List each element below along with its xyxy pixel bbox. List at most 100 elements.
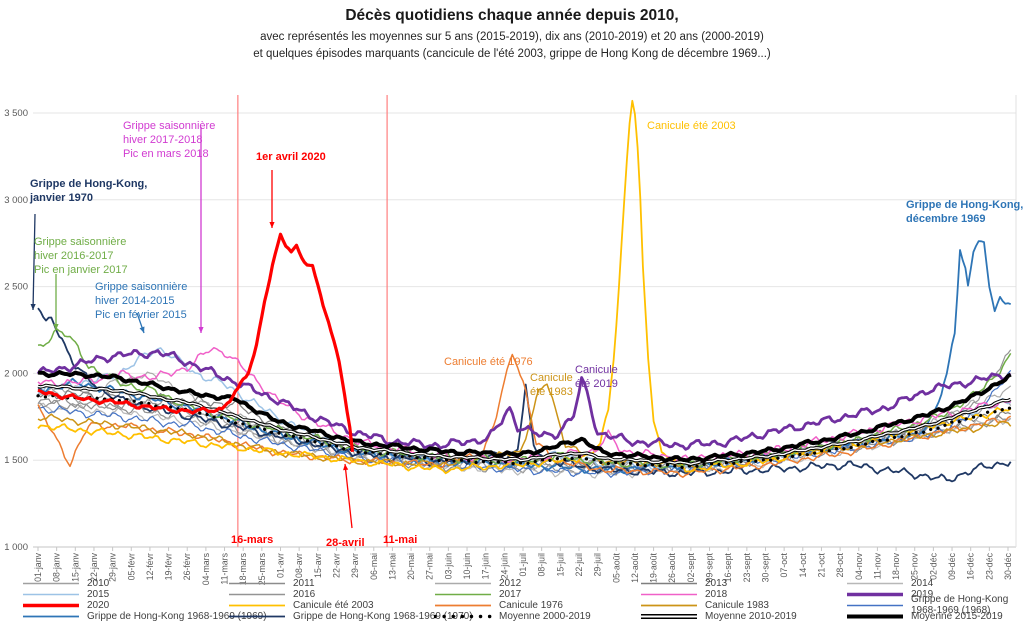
legend-swatch (229, 615, 285, 617)
legend-swatch (641, 604, 697, 606)
x-tick-label: 29-janv (108, 552, 118, 581)
legend-item-2017: 2017 (434, 588, 522, 600)
legend-item-2014: 2014 (846, 577, 934, 589)
legend-label: 2012 (499, 577, 522, 589)
x-tick-label: 08-avr (294, 553, 304, 578)
legend-item-moyenne-2000-2019: Moyenne 2000-2019 (434, 610, 591, 622)
annotation-hk-decembre-1969: Grippe de Hong-Kong, décembre 1969 (906, 199, 1024, 226)
x-tick-label: 04-nov (854, 552, 864, 579)
legend-item-2012: 2012 (434, 577, 522, 589)
legend-swatch (847, 604, 903, 606)
annotation-date-28-avril: 28-avril (326, 537, 365, 549)
legend-label: 2013 (705, 577, 728, 589)
annotation-canicule-ete-1976: Canicule été 1976 (444, 356, 533, 368)
legend-label: Grippe de Hong-Kong 1968-1969 (1970) (293, 610, 473, 622)
series-line-2019 (36, 349, 1012, 451)
series-line-2020 (37, 232, 355, 452)
legend-item-2010: 2010 (22, 578, 109, 589)
annotation-premier-avril-2020: 1er avril 2020 (256, 151, 326, 163)
chart-subtitle-2: et quelques épisodes marquants (cancicul… (253, 48, 771, 60)
legend-swatch (641, 582, 697, 584)
legend-item-2018: 2018 (640, 588, 728, 600)
y-tick-label: 3 000 (4, 195, 28, 206)
series-line-canicule-1983 (37, 383, 1012, 468)
x-tick-label: 30-sept (761, 552, 771, 582)
legend-swatch (23, 615, 79, 617)
legend-swatch (847, 592, 903, 596)
x-tick-label: 19-févr (164, 553, 174, 580)
chart-title: Décès quotidiens chaque année depuis 201… (345, 7, 679, 24)
annotation-flu-2017-2018: Grippe saisonnière hiver 2017-2018 Pic en … (123, 120, 216, 161)
legend-label: Canicule 1983 (705, 599, 769, 611)
annotation-date-11-mai: 11-mai (383, 534, 418, 546)
legend-swatch (229, 604, 285, 606)
x-tick-label: 09-sept (705, 552, 715, 582)
annotation-canicule-ete-2019: Canicule été 2019 (575, 364, 618, 391)
legend-label: Canicule 1976 (499, 599, 563, 611)
y-tick-label: 2 000 (4, 368, 28, 379)
x-tick-label: 29-avr (350, 553, 360, 578)
x-tick-label: 22-avr (331, 553, 341, 578)
annotation-arrowhead-flu-2014-2015 (139, 326, 145, 333)
legend-item-2013: 2013 (640, 577, 728, 589)
annotation-flu-2014-2015: Grippe saisonnière hiver 2014-2015 Pic en … (95, 281, 188, 322)
annotation-arrow-hk-1970 (32, 213, 36, 311)
legend-label: 2014 (911, 577, 934, 589)
x-tick-label: 18-nov (891, 552, 901, 579)
annotation-arrowhead-hk-1970 (30, 303, 36, 310)
y-tick-label: 1 500 (4, 455, 28, 466)
legend-label: Grippe de Hong-Kong 1968-1969 (1968) (911, 594, 1009, 616)
legend-label: 2011 (293, 577, 315, 589)
legend-item-grippe-de-hong-kong-1968-1969-1968-: Grippe de Hong-Kong 1968-1969 (1968) (846, 594, 1024, 616)
legend-item-moyenne-2015-2019: Moyenne 2015-2019 (846, 611, 1003, 622)
x-tick-label: 30-déc (1003, 552, 1013, 579)
legend-label: 2017 (499, 588, 522, 600)
legend-item-canicule-t-2003: Canicule été 2003 (228, 600, 374, 611)
legend-swatch (435, 593, 491, 595)
x-tick-label: 16-déc (966, 552, 976, 579)
legend-swatch (435, 604, 491, 606)
x-tick-label: 05-août (611, 552, 621, 582)
annotation-hk-1970: Grippe de Hong-Kong, janvier 1970 (30, 178, 148, 205)
x-tick-label: 08-janv (52, 552, 62, 581)
x-tick-label: 20-mai (406, 553, 416, 580)
legend-swatch (23, 582, 79, 584)
x-tick-label: 22-juil (574, 553, 584, 577)
legend-label: Moyenne 2010-2019 (705, 610, 797, 622)
y-tick-label: 2 500 (4, 282, 28, 293)
legend-item-grippe-de-hong-kong-1968-1969-1970-: Grippe de Hong-Kong 1968-1969 (1970) (228, 610, 473, 622)
x-tick-label: 15-avr (313, 553, 323, 578)
x-tick-label: 23-sept (742, 552, 752, 582)
annotation-date-16-mars: 16-mars (231, 534, 274, 546)
legend-label: Moyenne 2000-2019 (499, 610, 591, 622)
legend-swatch (229, 582, 285, 584)
annotation-flu-2016-2017: Grippe saisonnière hiver 2016-2017 Pic en … (34, 236, 128, 277)
legend-label: 2018 (705, 588, 728, 600)
x-tick-label: 12-août (630, 552, 640, 582)
annotation-arrowhead-flu-2016-2017 (53, 324, 59, 330)
legend-swatch (435, 582, 491, 584)
legend-label: 2020 (87, 599, 110, 611)
x-tick-label: 10-juin (462, 553, 472, 580)
x-tick-label: 02-sept (686, 552, 696, 582)
x-tick-label: 01-avr (276, 553, 286, 578)
annotation-arrowhead-premier-avril-2020 (269, 222, 275, 228)
x-tick-label: 27-mai (425, 553, 435, 580)
legend-label: 2016 (293, 588, 316, 600)
chart-subtitle-1: avec représentés les moyennes sur 5 ans … (260, 31, 764, 43)
legend-swatch (641, 593, 697, 595)
x-tick-label: 08-juil (537, 553, 547, 577)
legend-swatch (847, 582, 903, 584)
series-line-moyenne-2015-2019 (37, 370, 1012, 463)
legend-label: Grippe de Hong-Kong 1968-1969 (1969) (87, 610, 267, 622)
x-tick-label: 11-mars (220, 552, 230, 584)
x-tick-label: 15-janv (70, 552, 80, 581)
series-line-grippe-de-hong-kong-1968-1969-1968- (37, 369, 1012, 478)
x-tick-label: 13-mai (387, 553, 397, 580)
legend-item-canicule-1976: Canicule 1976 (434, 599, 563, 611)
x-tick-label: 02-déc (928, 552, 938, 579)
x-tick-label: 03-juin (443, 553, 453, 580)
x-tick-label: 22-janv (89, 552, 99, 581)
